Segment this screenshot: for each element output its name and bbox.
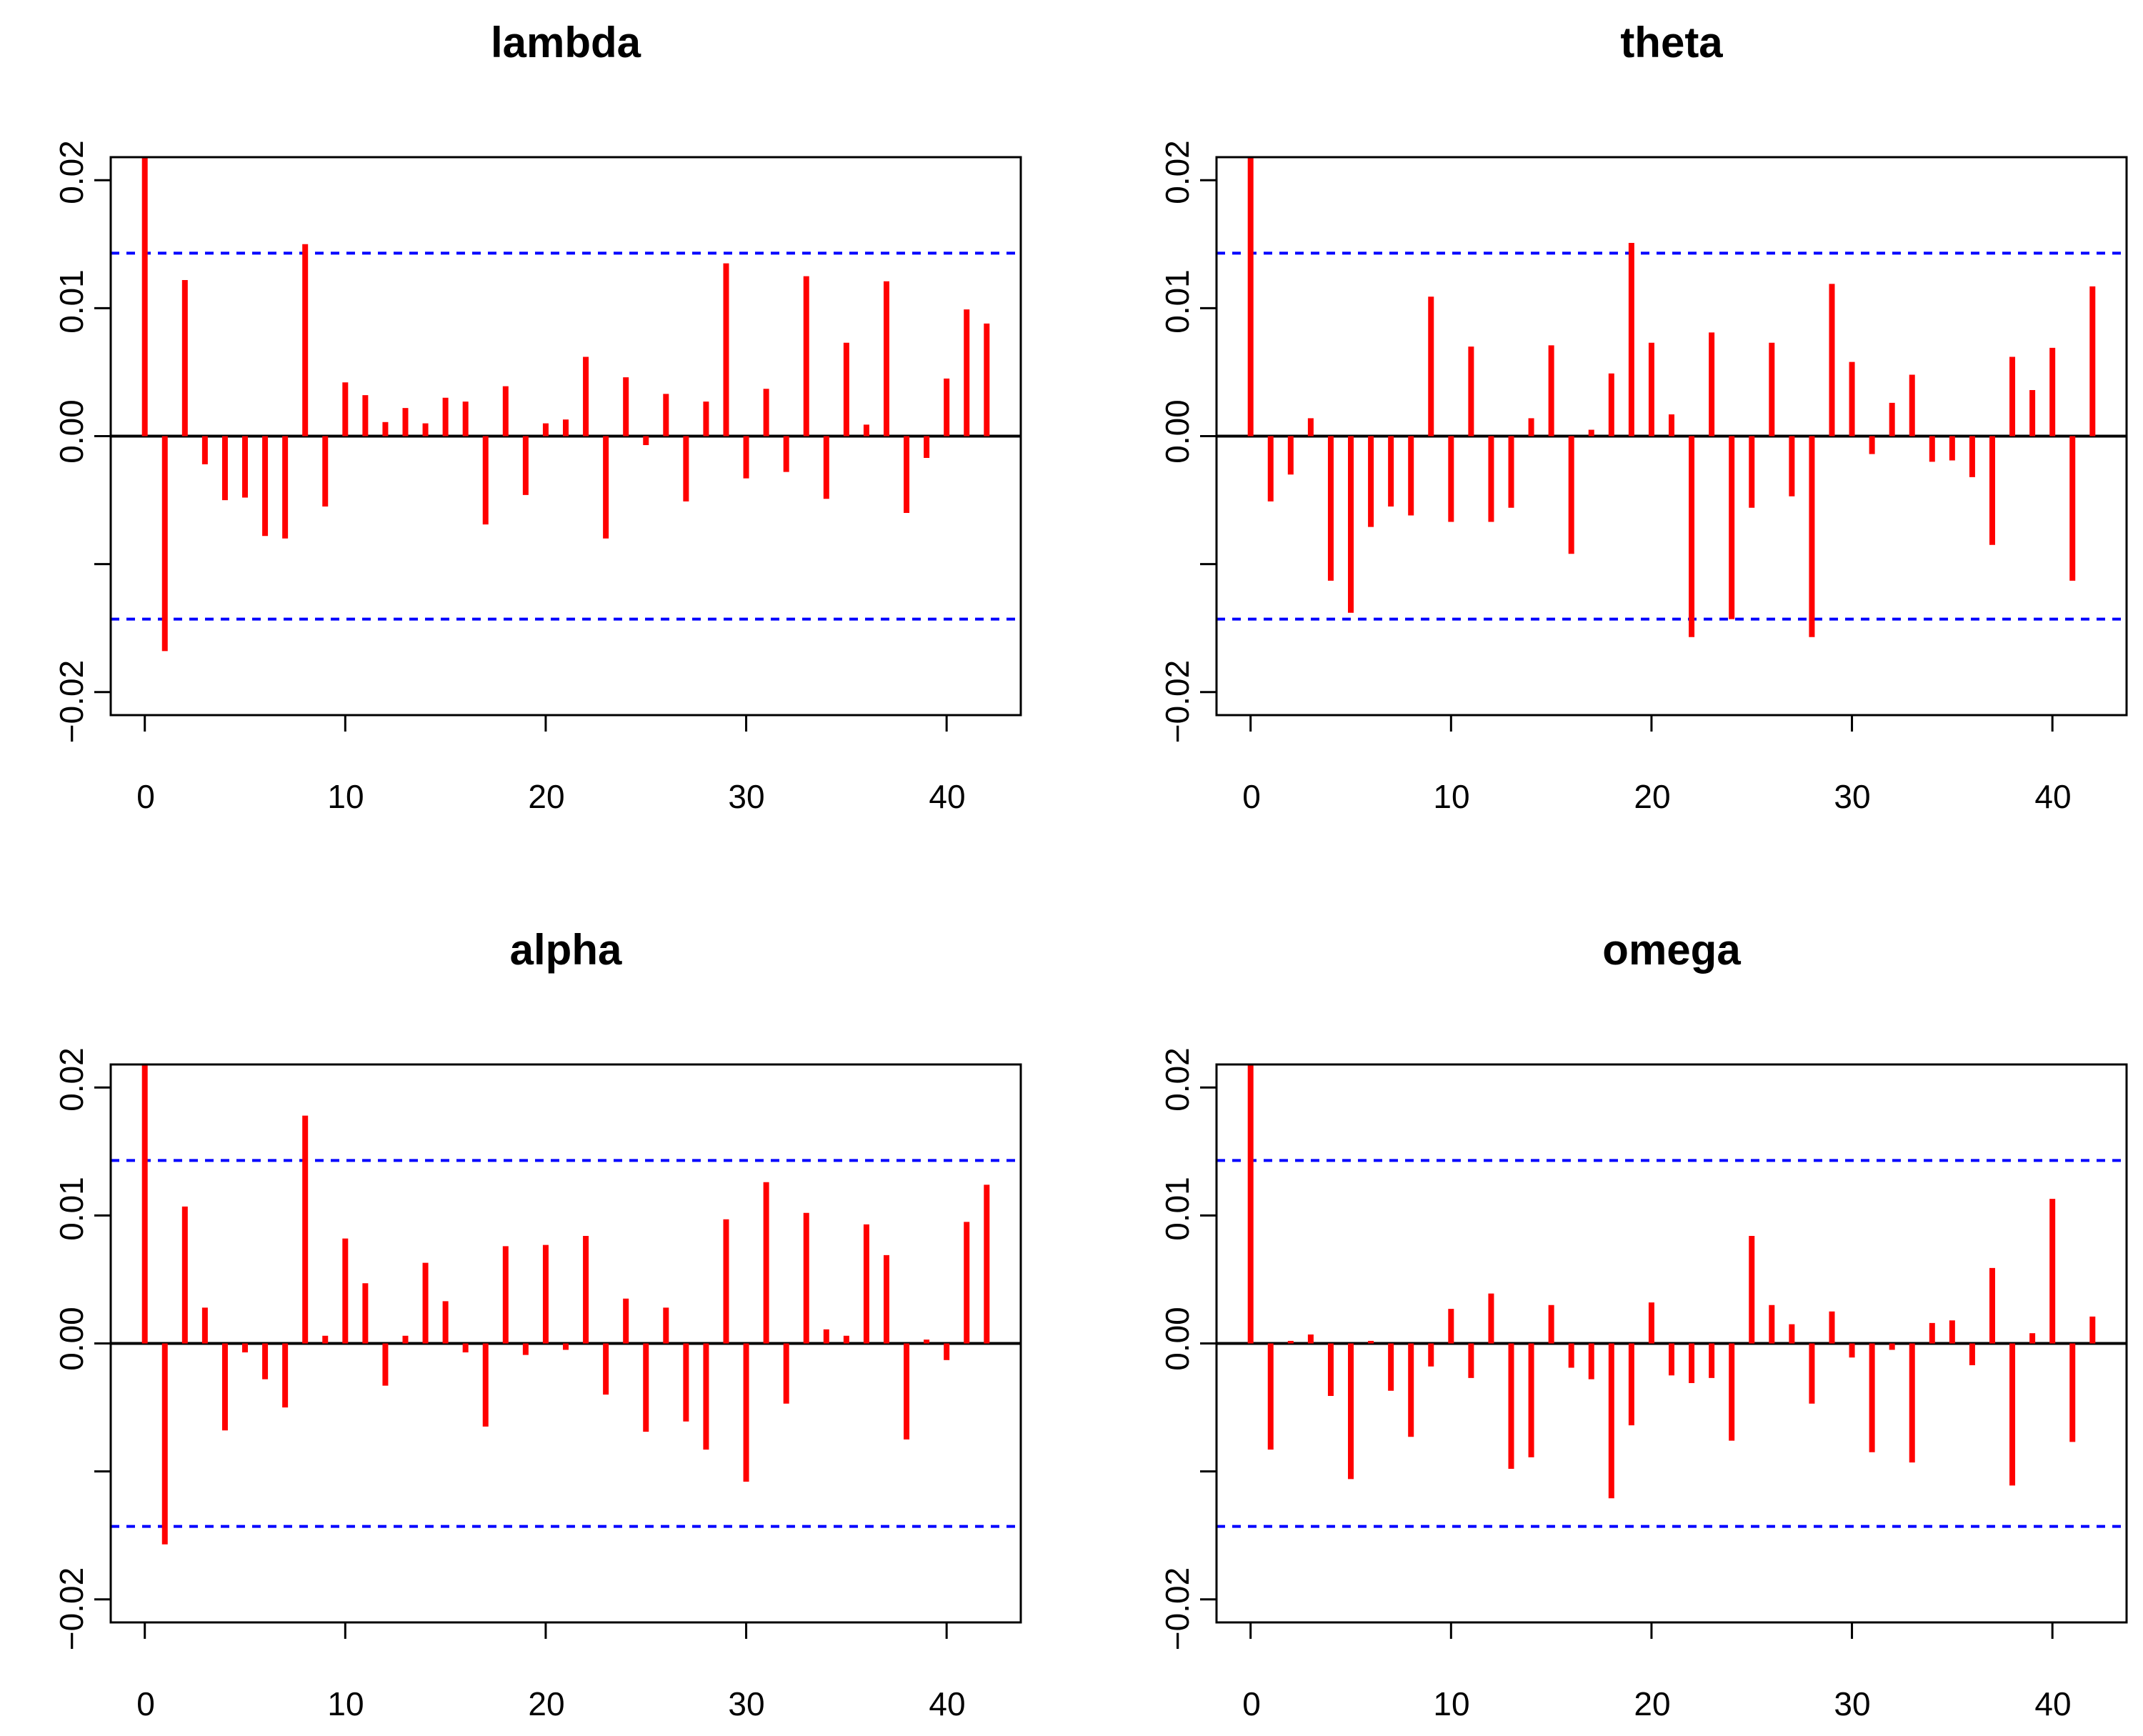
acf-panel-theta: theta 0.02 0.01 0.00 −0.02 0 10 20 30 40 bbox=[1159, 19, 2128, 815]
y-tick-label: 0.01 bbox=[53, 1177, 90, 1241]
y-tick-label: 0.00 bbox=[1159, 399, 1196, 464]
x-tick-label: 0 bbox=[136, 1685, 155, 1722]
x-tick-label: 20 bbox=[1634, 1685, 1670, 1722]
x-tick-label: 30 bbox=[728, 1685, 764, 1722]
x-tick-label: 0 bbox=[1242, 778, 1261, 815]
x-tick-label: 0 bbox=[1242, 1685, 1261, 1722]
y-tick-label: 0.02 bbox=[53, 1047, 90, 1112]
y-tick-label: 0.00 bbox=[53, 399, 90, 464]
panel-title: theta bbox=[1620, 19, 1723, 66]
x-tick-label: 10 bbox=[327, 1685, 364, 1722]
x-tick-label: 10 bbox=[1433, 1685, 1469, 1722]
acf-panel-lambda: lambda 0.02 0.01 0.00 −0.02 0 10 20 30 4… bbox=[53, 19, 1022, 815]
x-tick-label: 30 bbox=[1834, 1685, 1870, 1722]
x-tick-label: 30 bbox=[728, 778, 764, 815]
x-tick-label: 40 bbox=[2034, 1685, 2071, 1722]
y-tick-label: 0.01 bbox=[1159, 1177, 1196, 1241]
acf-panel-alpha: alpha 0.02 0.01 0.00 −0.02 0 10 20 30 40 bbox=[53, 926, 1022, 1722]
y-tick-label: 0.01 bbox=[1159, 269, 1196, 334]
x-tick-label: 0 bbox=[136, 778, 155, 815]
x-tick-label: 30 bbox=[1834, 778, 1870, 815]
x-tick-label: 20 bbox=[528, 778, 564, 815]
y-tick-label: 0.01 bbox=[53, 269, 90, 334]
x-tick-label: 20 bbox=[528, 1685, 564, 1722]
x-tick-label: 10 bbox=[1433, 778, 1469, 815]
y-tick-label: 0.00 bbox=[1159, 1307, 1196, 1371]
panel-title: alpha bbox=[510, 926, 622, 974]
y-tick-label: −0.02 bbox=[1159, 1567, 1196, 1650]
y-tick-label: 0.02 bbox=[1159, 1047, 1196, 1112]
x-tick-label: 40 bbox=[929, 778, 965, 815]
panel-title: omega bbox=[1602, 926, 1741, 974]
y-tick-label: 0.02 bbox=[53, 140, 90, 204]
y-tick-label: −0.02 bbox=[53, 660, 90, 743]
x-tick-label: 20 bbox=[1634, 778, 1670, 815]
x-tick-label: 40 bbox=[929, 1685, 965, 1722]
y-tick-label: 0.00 bbox=[53, 1307, 90, 1371]
y-tick-label: 0.02 bbox=[1159, 140, 1196, 204]
y-tick-label: −0.02 bbox=[53, 1567, 90, 1650]
acf-panel-omega: omega 0.02 0.01 0.00 −0.02 0 10 20 30 40 bbox=[1159, 926, 2128, 1722]
y-tick-label: −0.02 bbox=[1159, 660, 1196, 743]
x-tick-label: 40 bbox=[2034, 778, 2071, 815]
x-tick-label: 10 bbox=[327, 778, 364, 815]
panel-title: lambda bbox=[491, 19, 641, 66]
